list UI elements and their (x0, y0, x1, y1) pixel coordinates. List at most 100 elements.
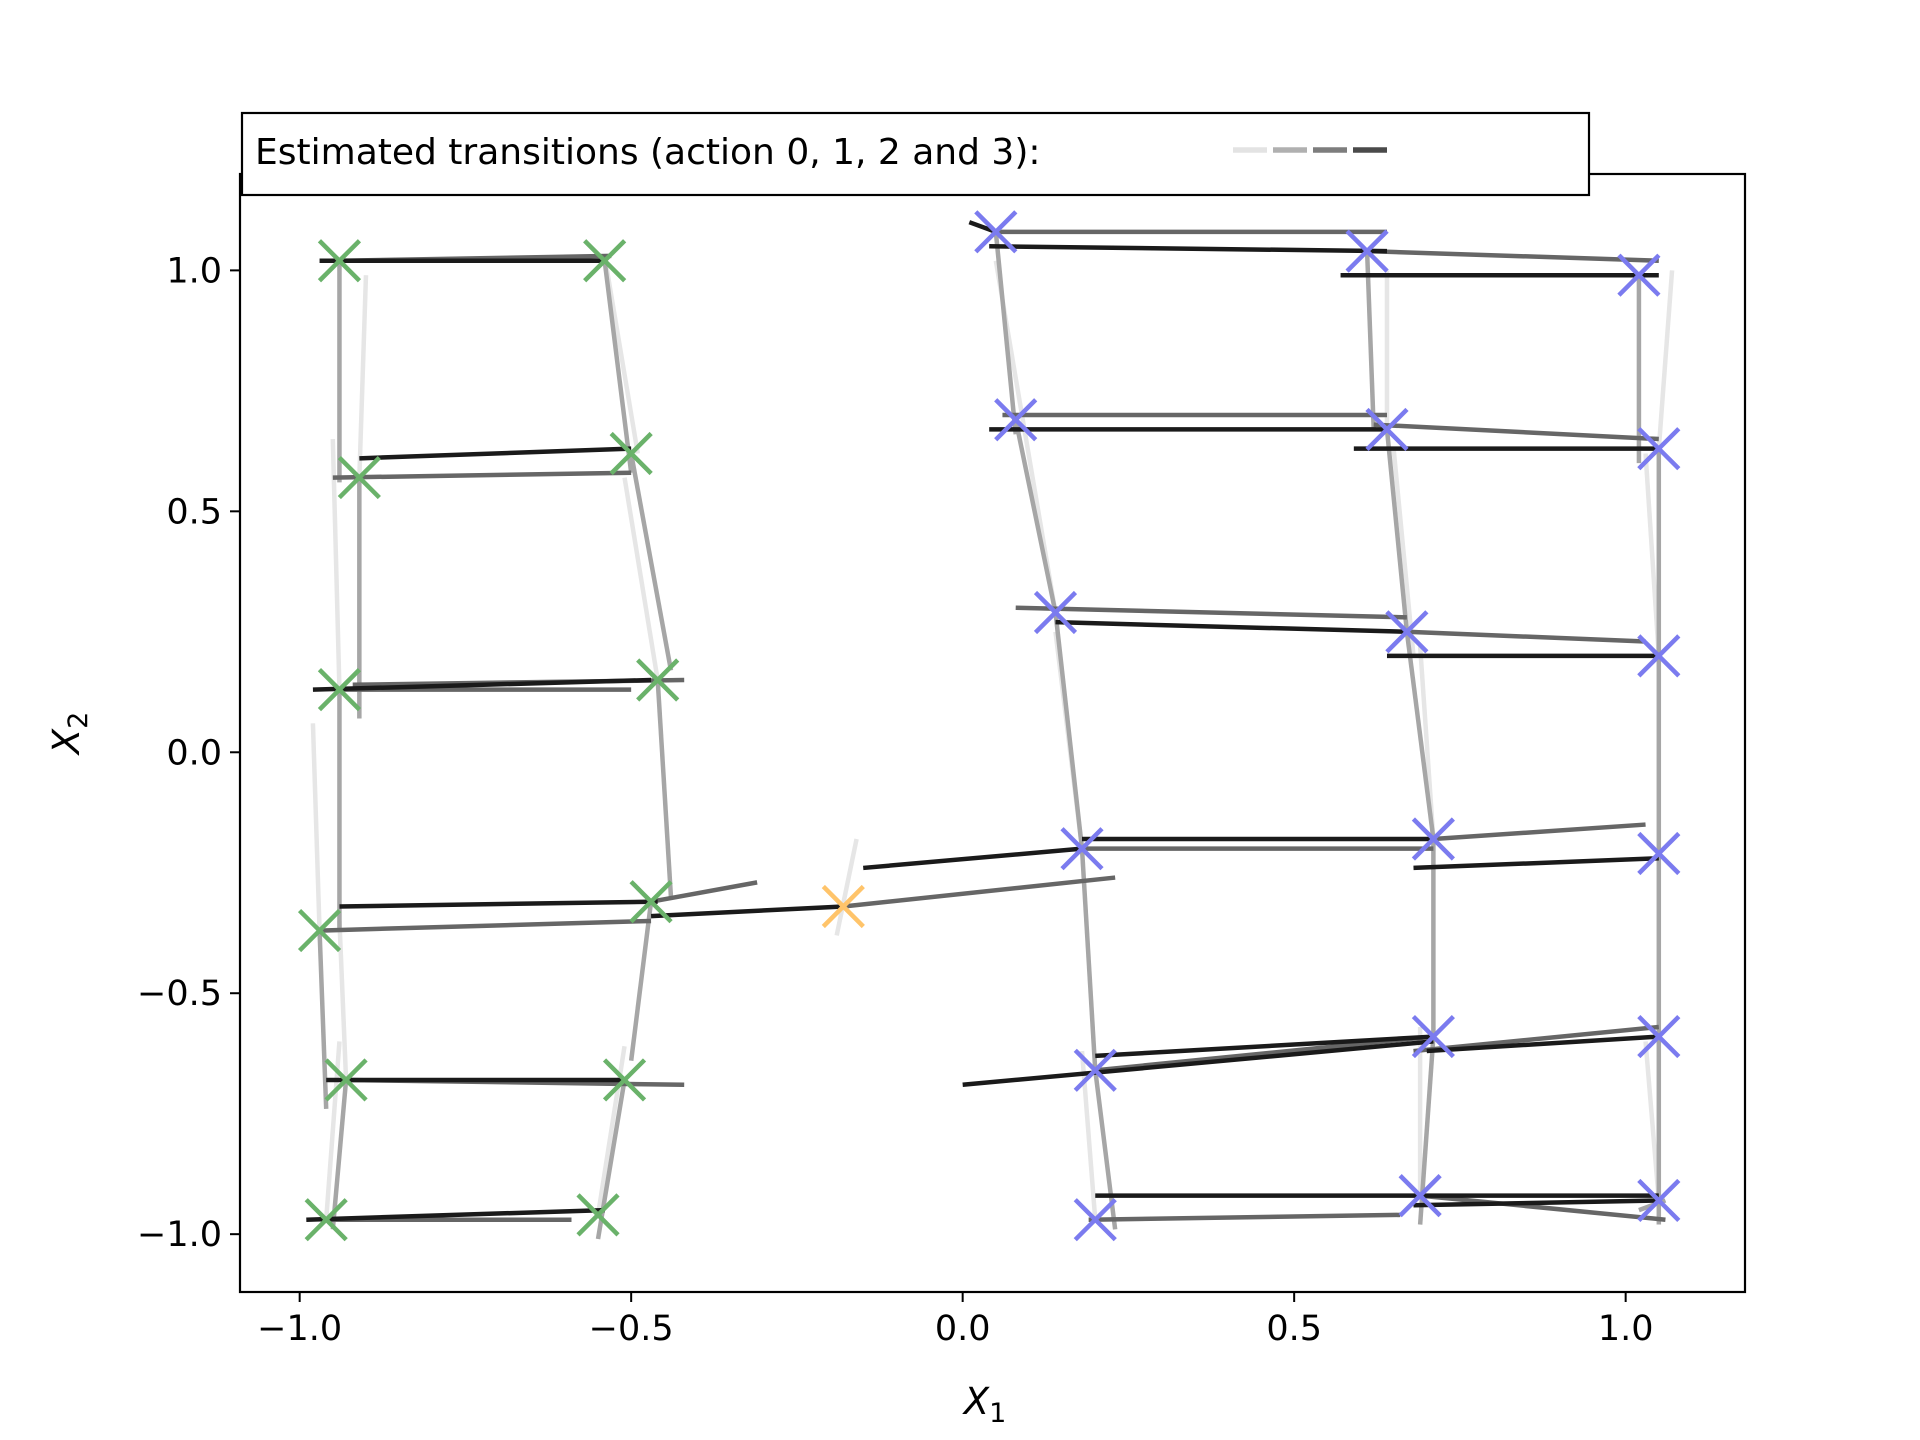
state-marker-green (636, 658, 680, 702)
state-marker-stroke (1345, 229, 1389, 273)
state-marker-stroke (324, 1058, 368, 1102)
transition-line-action-2 (650, 880, 758, 904)
transition-line-action-1 (628, 901, 654, 1061)
y-tick-label: 0.5 (166, 492, 222, 532)
state-marker-stroke (297, 908, 342, 953)
transition-line-action-0 (622, 477, 660, 681)
state-marker-blue (1398, 1174, 1442, 1218)
transition-line-action-1 (1079, 848, 1098, 1071)
state-marker-blue (1033, 590, 1078, 635)
state-marker-green (583, 239, 627, 283)
state-marker-stroke (821, 884, 865, 929)
transition-line-action-2 (1406, 629, 1646, 644)
transition-line-action-0 (834, 838, 859, 936)
transition-line-action-3 (650, 904, 844, 919)
legend: Estimated transitions (action 0, 1, 2 an… (240, 111, 1591, 197)
x-axis-label: X1 (962, 1380, 1007, 1429)
state-marker-stroke (1637, 427, 1681, 471)
transition-line-action-0 (337, 920, 349, 1081)
state-marker-green (602, 1058, 647, 1102)
x-tick-label: 0.5 (1266, 1309, 1322, 1349)
transition-line-action-1 (993, 231, 1018, 435)
transition-line-action-2 (1433, 822, 1646, 842)
y-tick-label: 0.0 (166, 733, 222, 773)
plot-area (238, 172, 1747, 1294)
state-marker-green (629, 880, 673, 924)
state-marker-green (324, 1058, 368, 1102)
transition-line-action-1 (1013, 419, 1058, 613)
transition-line-action-2 (1413, 1024, 1660, 1054)
y-axis-label: X2 (45, 712, 94, 757)
y-tick-label: −1.0 (137, 1215, 222, 1255)
state-marker-green (337, 456, 381, 500)
state-marker-blue (1637, 1015, 1681, 1059)
state-marker-blue (1411, 1015, 1455, 1059)
transition-line-action-3 (1426, 1034, 1659, 1054)
transition-line-action-2 (1095, 1034, 1434, 1073)
state-marker-green (576, 1193, 620, 1237)
state-marker-stroke (1385, 610, 1429, 654)
transition-line-action-1 (1384, 429, 1410, 633)
state-marker-stroke (974, 210, 1018, 254)
transition-line-action-2 (1367, 248, 1659, 263)
state-marker-stroke (994, 398, 1038, 442)
state-marker-blue (1073, 1198, 1117, 1242)
state-marker-stroke (1637, 1015, 1681, 1059)
y-axis-label-subscript: 2 (63, 712, 94, 729)
state-marker-stroke (304, 1198, 348, 1242)
transition-line-action-1 (1364, 251, 1376, 430)
legend-box (240, 111, 1591, 197)
state-marker-stroke (1073, 1048, 1117, 1092)
transition-line-action-2 (319, 918, 652, 933)
state-marker-green (609, 431, 653, 476)
transition-line-action-3 (1055, 619, 1407, 635)
state-marker-blue (1345, 229, 1389, 273)
state-marker-orange (821, 884, 865, 929)
state-marker-blue (1060, 827, 1104, 871)
y-tick-label: −0.5 (137, 974, 222, 1014)
state-marker-green (317, 668, 362, 712)
state-marker-blue (1411, 817, 1455, 861)
state-marker-blue (1073, 1048, 1117, 1092)
transition-line-action-0 (1656, 270, 1675, 449)
state-marker-stroke (1637, 1178, 1681, 1223)
transition-line-action-3 (989, 244, 1388, 254)
transition-line-action-3 (1413, 856, 1659, 871)
transition-line-action-1 (602, 260, 634, 474)
state-marker-green (317, 239, 362, 283)
state-marker-stroke (636, 658, 680, 702)
x-tick-label: −1.0 (257, 1309, 342, 1349)
transition-line-action-2 (843, 875, 1116, 909)
state-marker-blue (1617, 253, 1661, 297)
state-marker-stroke (629, 880, 673, 924)
transition-line-action-2 (332, 470, 632, 480)
state-marker-stroke (1398, 1174, 1442, 1218)
state-marker-green (304, 1198, 348, 1242)
state-marker-blue (994, 398, 1038, 442)
transition-line-action-0 (357, 275, 369, 478)
x-tick-label: −0.5 (589, 1309, 674, 1349)
legend-label: Estimated transitions (action 0, 1, 2 an… (255, 132, 1041, 173)
state-marker-stroke (602, 1058, 647, 1102)
transition-line-action-0 (330, 438, 342, 690)
transition-line-action-3 (359, 446, 632, 461)
transition-line-action-3 (339, 899, 658, 909)
state-marker-stroke (317, 668, 362, 712)
transition-line-action-1 (1404, 631, 1436, 840)
transition-line-action-2 (1015, 605, 1407, 620)
state-marker-stroke (1073, 1198, 1117, 1242)
transition-line-action-0 (310, 723, 322, 931)
x-tick-label: 1.0 (1598, 1309, 1654, 1349)
state-marker-stroke (1411, 1015, 1455, 1059)
state-marker-blue (1637, 427, 1681, 471)
transition-line-action-3 (312, 677, 652, 692)
state-marker-stroke (609, 431, 653, 476)
state-marker-stroke (337, 456, 381, 500)
state-marker-blue (1365, 407, 1409, 451)
state-marker-green (297, 908, 342, 953)
transition-line-action-1 (1053, 612, 1085, 849)
transition-line-action-2 (1419, 1193, 1666, 1222)
state-marker-stroke (1365, 407, 1409, 451)
transition-line-action-3 (962, 1039, 1434, 1088)
